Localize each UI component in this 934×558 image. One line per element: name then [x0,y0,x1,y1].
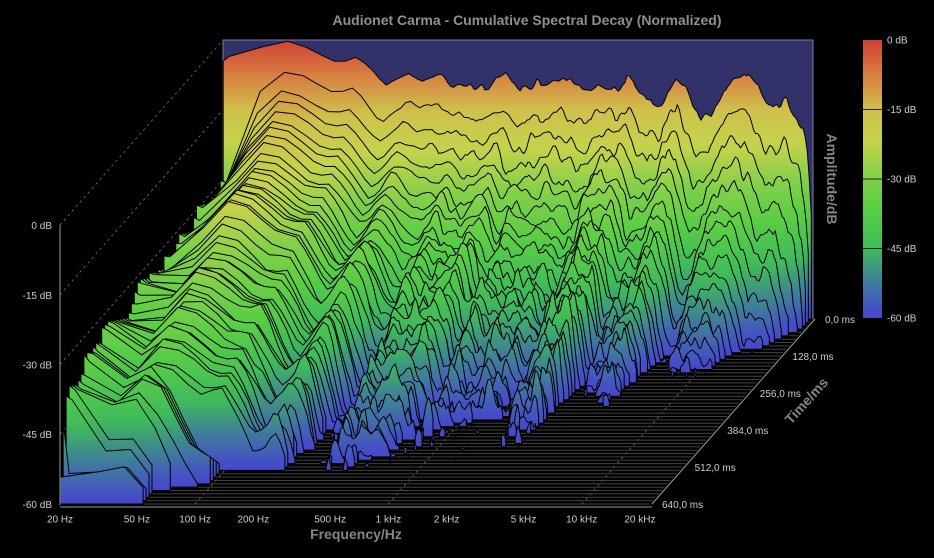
svg-text:0 dB: 0 dB [31,221,52,232]
svg-text:5 kHz: 5 kHz [511,515,537,526]
svg-text:Audionet Carma - Cumulative Sp: Audionet Carma - Cumulative Spectral Dec… [333,12,722,28]
svg-text:20 Hz: 20 Hz [47,515,73,526]
svg-text:0,0 ms: 0,0 ms [825,315,855,326]
svg-text:512,0 ms: 512,0 ms [695,463,736,474]
svg-text:2 kHz: 2 kHz [434,515,460,526]
svg-text:-60 dB: -60 dB [23,500,53,511]
svg-text:1 kHz: 1 kHz [376,515,402,526]
svg-text:-15 dB: -15 dB [887,105,917,116]
svg-text:-30 dB: -30 dB [23,361,53,372]
svg-text:10 kHz: 10 kHz [566,515,597,526]
svg-text:20 kHz: 20 kHz [624,515,655,526]
svg-text:200 Hz: 200 Hz [237,515,269,526]
svg-text:640,0 ms: 640,0 ms [662,500,703,511]
svg-text:Frequency/Hz: Frequency/Hz [310,526,402,542]
svg-text:-15 dB: -15 dB [23,291,53,302]
svg-text:100 Hz: 100 Hz [179,515,211,526]
svg-text:128,0 ms: 128,0 ms [792,352,833,363]
svg-text:384,0 ms: 384,0 ms [727,426,768,437]
svg-text:Amplitude/dB: Amplitude/dB [824,134,840,225]
svg-text:256,0 ms: 256,0 ms [760,389,801,400]
svg-text:50 Hz: 50 Hz [124,515,150,526]
svg-text:-45 dB: -45 dB [887,244,917,255]
svg-text:-60 dB: -60 dB [887,314,917,325]
svg-text:-45 dB: -45 dB [23,430,53,441]
svg-text:0 dB: 0 dB [887,36,908,47]
svg-text:500 Hz: 500 Hz [314,515,346,526]
svg-text:-30 dB: -30 dB [887,175,917,186]
